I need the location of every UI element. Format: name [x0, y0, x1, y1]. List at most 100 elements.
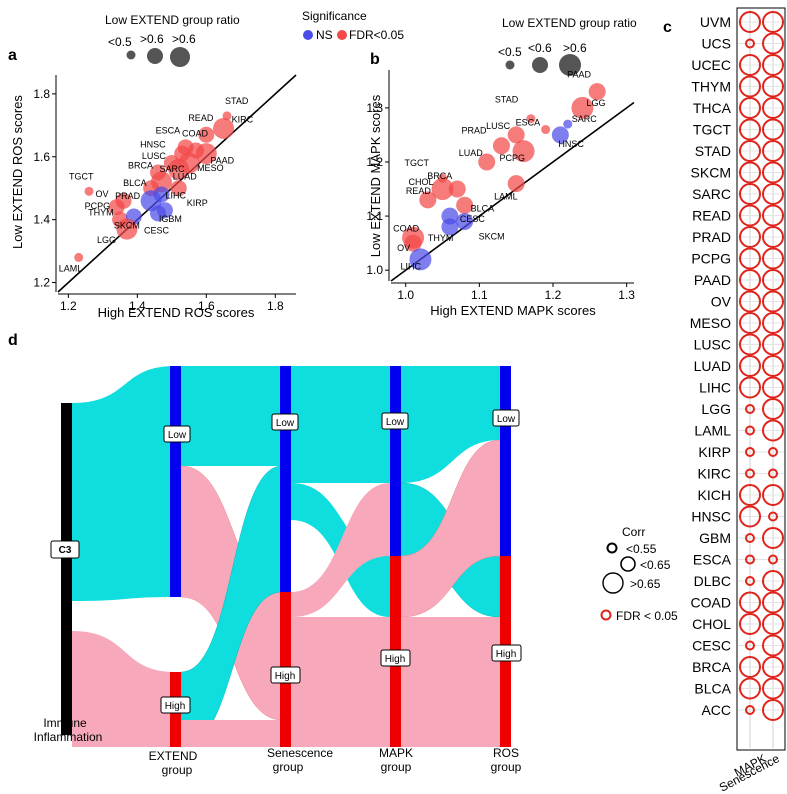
matrix-dot-senescence-stad: [762, 140, 784, 162]
point-label-sarc: SARC: [572, 114, 598, 124]
point-label-lusc: LUSC: [142, 151, 167, 161]
point-label-brca: BRCA: [128, 160, 153, 170]
point-label-kirp: KIRP: [187, 198, 208, 208]
matrix-row-label-acc: ACC: [701, 702, 731, 718]
legend-corr-dot-medium: [620, 556, 636, 572]
matrix-row-label-sarc: SARC: [692, 186, 731, 202]
points-a: [74, 111, 235, 262]
flow-mapklow-roslow: [401, 366, 500, 483]
point-lgg: [116, 218, 138, 240]
scatter-plot-b: 1.0 1.1 1.2 1.3 1.0 1.1 1.2 1.3 PAAD LGG STAD SARC…: [366, 70, 635, 318]
x-tick-label: 1.8: [267, 299, 284, 313]
y-tick-label: 1.3: [366, 101, 383, 115]
point-label-skcm: SKCM: [479, 231, 505, 241]
point-label-igbm: IGBM: [159, 214, 182, 224]
matrix-row-label-ucec: UCEC: [691, 57, 731, 73]
point-lgg: [571, 96, 594, 119]
point-label-ov: OV: [397, 243, 410, 253]
point-label-pcpg: PCPG: [85, 201, 111, 211]
point-label-laml: LAML: [494, 192, 518, 202]
diagonal-line-b: [390, 101, 635, 282]
point-cesc: [150, 205, 167, 222]
point-label-read: READ: [188, 113, 214, 123]
x-tick-label: 1.0: [397, 288, 414, 302]
node-label-box-ros-low: [492, 409, 520, 427]
y-tick-label: 1.4: [33, 213, 50, 227]
legend-fdr-dot: [337, 30, 347, 40]
flow-senhigh-mapkhigh: [291, 617, 390, 747]
y-tick-label: 1.1: [366, 209, 383, 223]
point-label-paad: PAAD: [567, 70, 591, 80]
x-tick-label: 1.1: [471, 288, 488, 302]
panel-label-d: d: [8, 332, 18, 349]
matrix-dot-senescence-paad: [762, 269, 784, 291]
matrix-dot-senescence-esca: [768, 554, 778, 565]
node-label-ros-low: Low: [497, 414, 516, 425]
legend-b-size-label-1: <0.5: [498, 45, 522, 59]
matrix-row-label-lgg: LGG: [701, 401, 731, 417]
node-label-extend-high: High: [165, 701, 186, 712]
point-luad: [168, 158, 190, 180]
matrix-row-label-paad: PAAD: [694, 272, 731, 288]
matrix-dot-senescence-ucec: [762, 54, 784, 76]
point-thym: [441, 218, 459, 236]
points-b: [402, 83, 606, 271]
col-label-ros-1: ROS: [493, 746, 519, 760]
legend-fdr-label: FDR<0.05: [349, 28, 404, 42]
legend-corr: Corr <0.55 <0.65 >0.65 FDR < 0.05: [600, 525, 678, 623]
node-label-box-sen-high: [270, 666, 301, 684]
node-label-mapk-low: Low: [386, 417, 405, 428]
matrix-row-label-dlbc: DLBC: [694, 573, 731, 589]
matrix-dot-senescence-brca: [762, 656, 784, 678]
y-axis-label-a: Low EXTEND ROS scores: [10, 95, 25, 249]
legend-size-a: Low EXTEND group ratio <0.5 >0.6 >0.6: [105, 13, 240, 67]
legend-ns-label: NS: [316, 28, 333, 42]
point-label-coad: COAD: [393, 224, 420, 234]
matrix-dot-senescence-meso: [762, 312, 784, 334]
matrix-dot-mapk-sarc: [739, 183, 761, 205]
point-label-prad: PRAD: [115, 191, 141, 201]
matrix-dot-senescence-laml: [762, 419, 784, 442]
col-label-mapk-1: MAPK: [379, 746, 413, 760]
point-label-lihc: LIHC: [400, 261, 421, 271]
node-label-box-ros-high: [491, 644, 522, 662]
legend-ns-dot: [303, 30, 313, 40]
matrix-dot-senescence-gbm: [762, 527, 784, 549]
matrix-dot-mapk-acc: [745, 705, 755, 715]
point-label-hnsc: HNSC: [140, 140, 166, 150]
matrix-row-label-thca: THCA: [693, 100, 732, 116]
point-label-stad: STAD: [225, 96, 249, 106]
matrix-dot-senescence-thym: [762, 75, 784, 98]
point-label-hnsc: HNSC: [558, 139, 584, 149]
y-tick-label: 1.8: [33, 87, 50, 101]
matrix-row-label-esca: ESCA: [693, 552, 732, 568]
node-label-c3: C3: [59, 545, 72, 556]
matrix-dot-mapk-chol: [739, 613, 761, 635]
point-luad: [478, 153, 496, 171]
matrix-dot-mapk-laml: [745, 425, 755, 436]
matrix-dot-mapk-cesc: [745, 640, 755, 651]
matrix-dot-senescence-sarc: [762, 183, 784, 205]
matrix-dot-mapk-meso: [739, 312, 761, 334]
matrix-dots: [739, 11, 784, 721]
col-label-immune-1: Immune: [43, 716, 87, 730]
node-label-extend-low: Low: [168, 430, 187, 441]
y-tick-label: 1.2: [366, 155, 383, 169]
point-kirp: [170, 180, 187, 197]
col-label-extend-2: group: [162, 763, 193, 777]
legend-b-dot-medium: [532, 57, 548, 73]
x-tick-label: 1.2: [60, 299, 77, 313]
matrix-dot-senescence-prad: [762, 226, 784, 248]
point-tgct: [84, 186, 94, 196]
flow-senhigh-mapklow: [291, 483, 390, 617]
point-label-meso: MESO: [197, 163, 224, 173]
node-label-ros-high: High: [496, 649, 517, 660]
matrix-dot-senescence-skcm: [762, 161, 784, 184]
legend-b-size-label-2: <0.6: [528, 41, 552, 55]
matrix-row-labels: UVM UCS UCEC THYM THCA TGCT STAD SKCM SARC READ PR…: [690, 14, 732, 718]
point-label-stad: STAD: [495, 95, 519, 105]
node-label-box-sen-low: [271, 413, 299, 431]
y-tick-label: 1.6: [33, 150, 50, 164]
flow-c3-extend-high: [72, 631, 175, 747]
